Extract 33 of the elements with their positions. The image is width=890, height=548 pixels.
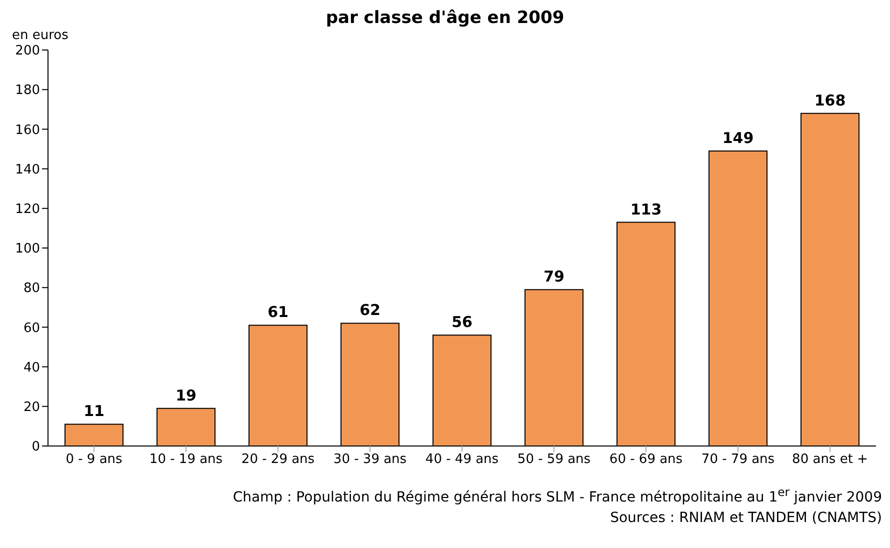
y-tick-label: 40 [23,360,40,376]
x-tick-label: 10 - 19 ans [149,452,223,468]
y-tick-label: 60 [23,320,40,336]
y-tick-label: 120 [15,202,40,218]
y-tick-label: 80 [23,281,40,296]
x-tick-label: 80 ans et + [792,452,868,468]
x-tick-label: 70 - 79 ans [701,452,775,468]
y-tick-label: 160 [15,122,40,138]
data-label: 19 [176,386,196,404]
data-label: 56 [452,313,472,332]
x-tick-label: 60 - 69 ans [609,452,683,468]
y-tick-label: 100 [15,242,40,257]
data-label: 149 [722,128,754,147]
x-tick-label: 30 - 39 ans [333,452,407,468]
x-tick-label: 50 - 59 ans [517,452,591,468]
y-axis-title: en euros [12,28,70,43]
data-label: 79 [544,268,564,286]
y-tick-label: 20 [23,400,40,416]
data-label: 113 [630,200,662,218]
y-tick-label: 140 [15,162,40,178]
x-tick-label: 20 - 29 ans [241,452,315,468]
text: Champ : Population du Régime général hors SLM - France métropolitaine au 1$^{er}$ janvier 2009 [232,484,882,508]
data-label: 168 [814,91,846,110]
data-label: 61 [268,303,288,322]
y-tick-label: 200 [15,44,40,59]
chart-title: par classe d'âge en 2009 [324,8,566,28]
y-tick-label: 180 [15,83,40,98]
x-tick-label: 40 - 49 ans [425,452,499,468]
y-tick-label: 0 [32,440,40,455]
data-label: 11 [84,402,104,420]
x-tick-label: 0 - 9 ans [66,452,123,468]
data-label: 62 [360,301,380,320]
source-note: Sources : RNIAM et TANDEM (CNAMTS) [609,508,882,528]
